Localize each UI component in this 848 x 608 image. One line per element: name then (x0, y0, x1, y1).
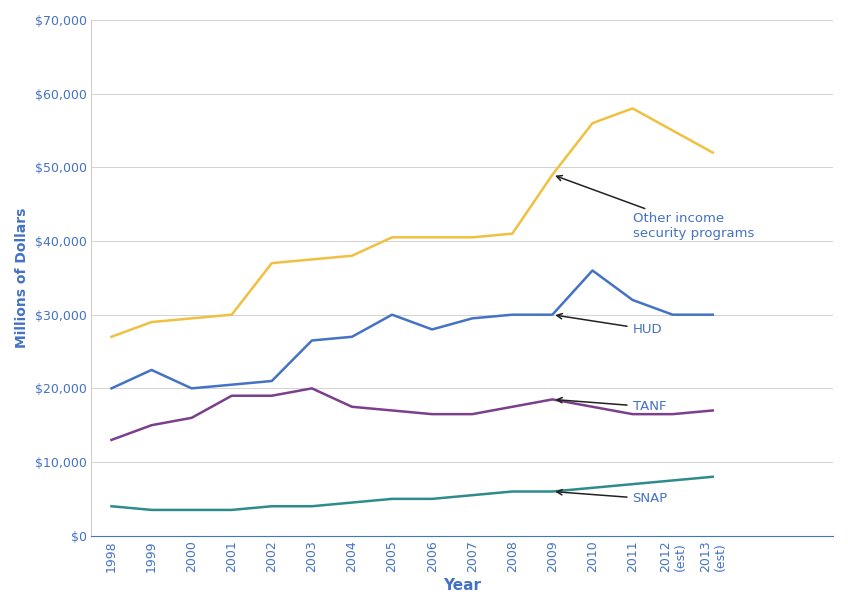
X-axis label: Year: Year (444, 578, 481, 593)
Y-axis label: Millions of Dollars: Millions of Dollars (15, 208, 29, 348)
Text: SNAP: SNAP (557, 489, 668, 505)
Text: HUD: HUD (557, 314, 662, 336)
Text: Other income
security programs: Other income security programs (556, 176, 754, 240)
Text: TANF: TANF (557, 398, 666, 413)
